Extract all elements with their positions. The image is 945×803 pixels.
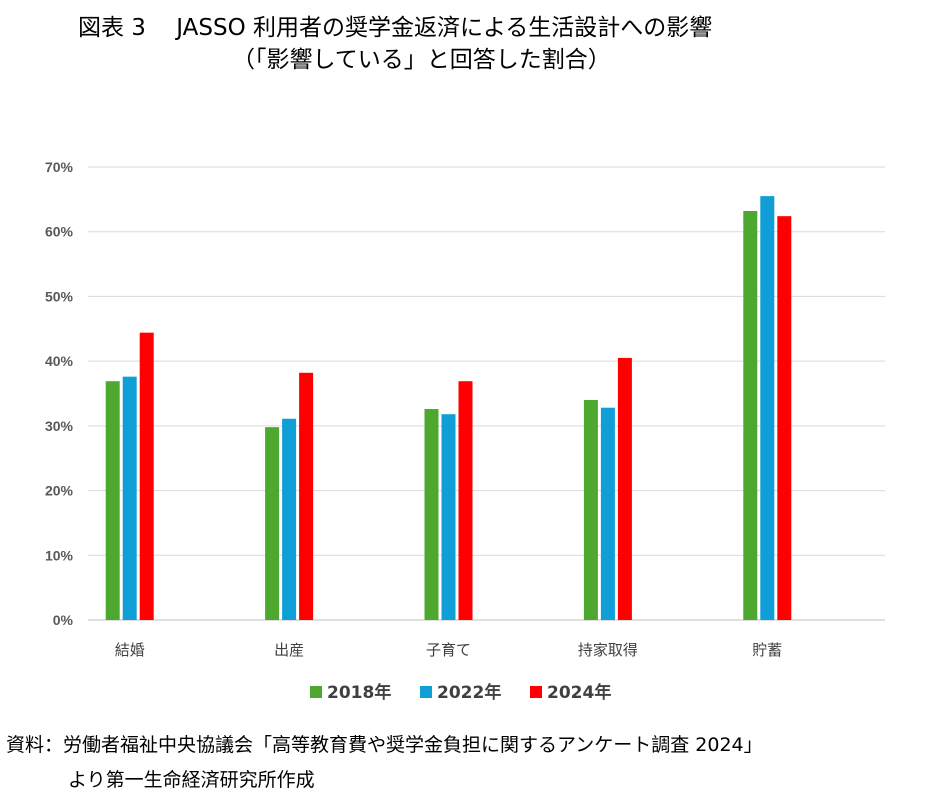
legend-swatch — [530, 686, 542, 698]
bar-2018年 — [743, 211, 758, 620]
x-tick-label: 結婚 — [115, 641, 145, 659]
chart-title: 図表 3 JASSO 利用者の奨学金返済による生活設計への影響 — [78, 15, 713, 41]
x-tick-label: 出産 — [274, 641, 304, 659]
bar-2018年 — [424, 409, 439, 620]
bar-2018年 — [105, 381, 120, 620]
y-tick-label: 30% — [45, 418, 74, 434]
bar-2022年 — [441, 414, 456, 620]
bar-2024年 — [139, 332, 154, 620]
bar-2022年 — [760, 196, 775, 620]
bar-2022年 — [600, 407, 615, 620]
bar-2024年 — [458, 381, 473, 620]
source-note-continued: より第一生命経済研究所作成 — [68, 769, 315, 791]
legend-label: 2024年 — [547, 682, 611, 703]
source-note: 資料：労働者福祉中央協議会「高等教育費や奨学金負担に関するアンケート調査 202… — [6, 734, 763, 756]
legend-swatch — [420, 686, 432, 698]
y-tick-label: 20% — [45, 483, 74, 499]
y-tick-label: 10% — [45, 547, 74, 563]
y-tick-label: 60% — [45, 224, 74, 240]
bar-2022年 — [282, 418, 297, 620]
x-tick-label: 貯蓄 — [752, 641, 782, 659]
y-tick-label: 70% — [45, 159, 74, 175]
legend-label: 2022年 — [437, 682, 501, 703]
x-tick-label: 子育て — [426, 641, 471, 659]
y-tick-label: 50% — [45, 288, 74, 304]
bar-2018年 — [583, 399, 598, 620]
bar-2024年 — [299, 372, 314, 620]
legend-swatch — [310, 686, 322, 698]
chart-subtitle: （「影響している」と回答した割合） — [232, 47, 611, 73]
x-tick-label: 持家取得 — [578, 641, 638, 659]
bar-2022年 — [122, 376, 137, 620]
bar-2024年 — [617, 357, 632, 620]
y-tick-label: 0% — [53, 612, 74, 628]
bar-2018年 — [265, 427, 280, 620]
bar-chart: 0% 10% 20% 30% 40% 50% 60% 70% 結婚 出産 子育て 持家取得 貯蓄 2018… — [45, 159, 885, 703]
legend-label: 2018年 — [327, 682, 391, 703]
bar-2024年 — [777, 216, 792, 620]
y-tick-label: 40% — [45, 353, 74, 369]
